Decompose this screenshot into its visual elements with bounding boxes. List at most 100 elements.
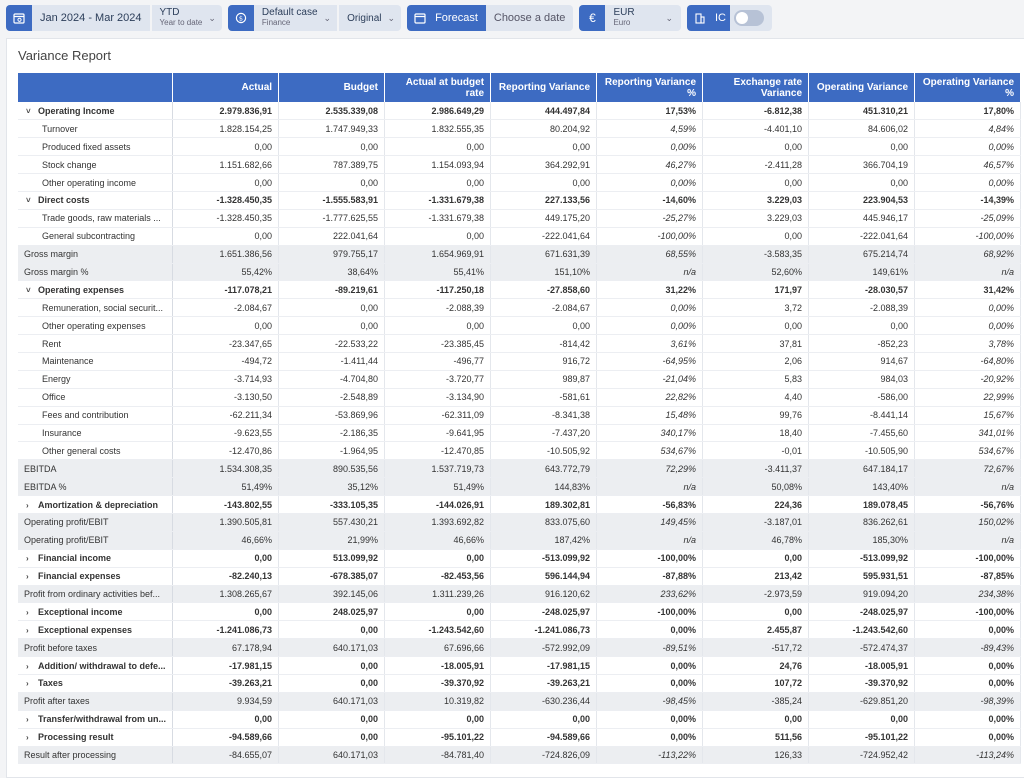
table-cell: 0,00	[172, 602, 280, 622]
chevron-right-icon[interactable]: ›	[26, 607, 29, 617]
table-cell: -87,88%	[596, 567, 704, 586]
row-label[interactable]: › Taxes	[18, 674, 174, 693]
row-label[interactable]: › Financial income	[18, 549, 174, 568]
case-dropdown[interactable]: Default case Finance ⌄	[254, 5, 337, 31]
table-cell: -62.311,09	[384, 406, 492, 425]
row-label[interactable]: › Amortization & depreciation	[18, 495, 174, 514]
table-cell: -12.470,85	[384, 441, 492, 461]
table-cell: 3,78%	[914, 334, 1022, 353]
column-header[interactable]: Reporting Variance %	[596, 73, 704, 102]
table-row: Energy -3.714,93 -4.704,80 -3.720,77 989,87-…	[18, 370, 1022, 389]
ic-toggle[interactable]	[733, 10, 764, 26]
period-selector[interactable]: Jan 2024 - Mar 2024 YTD Year to date ⌄	[6, 5, 222, 31]
column-header[interactable]: Exchange rate Variance	[702, 73, 810, 102]
forecast-selector[interactable]: Forecast Choose a date	[407, 5, 574, 31]
table-cell: -724.826,09	[490, 746, 598, 765]
table-cell: -39.263,21	[172, 674, 280, 693]
table-cell: 17,53%	[596, 102, 704, 121]
table-cell: 534,67%	[914, 441, 1022, 461]
table-cell: 50,08%	[702, 477, 810, 497]
table-cell: 46,57%	[914, 155, 1022, 175]
column-header[interactable]: Budget	[278, 73, 386, 102]
variance-table: Actual Budget Actual at budget rate Reporti…	[18, 73, 1022, 765]
chevron-down-icon[interactable]: ˅	[26, 106, 31, 116]
chevron-right-icon[interactable]: ›	[26, 733, 29, 743]
table-cell: 647.184,17	[808, 459, 916, 479]
table-row: Fees and contribution -62.211,34 -53.869,9…	[18, 406, 1022, 425]
row-label[interactable]: ˅ Direct costs	[18, 191, 174, 210]
chevron-down-icon[interactable]: ˅	[26, 285, 31, 295]
table-cell: n/a	[914, 531, 1022, 550]
row-label[interactable]: › Exceptional income	[18, 602, 174, 622]
table-row: Produced fixed assets 0,00 0,00 0,00 0,00 0,0…	[18, 137, 1022, 157]
table-cell: -89,51%	[596, 638, 704, 658]
table-cell: 24,76	[702, 656, 810, 675]
table-cell: -64,95%	[596, 352, 704, 371]
table-cell: -56,83%	[596, 495, 704, 514]
case-label: Default case	[261, 7, 318, 18]
calendar-icon	[407, 5, 434, 31]
table-cell: 0,00%	[596, 173, 704, 192]
column-header[interactable]: Actual at budget rate	[384, 73, 492, 102]
table-row: ˅ Operating Income 2.979.836,91 2.535.339,0…	[18, 102, 1022, 121]
table-cell: 143,40%	[808, 477, 916, 497]
row-label[interactable]: ˅ Operating expenses	[18, 280, 174, 300]
table-cell: 0,00%	[914, 298, 1022, 318]
chevron-down-icon[interactable]: ˅	[26, 196, 31, 206]
table-cell: -1.777.625,55	[278, 209, 386, 228]
row-label-text: Exceptional income	[38, 606, 123, 617]
table-cell: 1.534.308,35	[172, 459, 280, 479]
variance-report-panel: Variance Report Actual Budget Actual at bu…	[6, 38, 1024, 778]
chevron-right-icon[interactable]: ›	[26, 625, 29, 635]
table-cell: 51,49%	[384, 477, 492, 497]
currency-sublabel: Euro	[613, 18, 631, 27]
chevron-right-icon[interactable]: ›	[26, 661, 29, 671]
table-cell: -84.655,07	[172, 746, 280, 765]
row-label-text: Office	[42, 392, 66, 403]
table-cell: -39.370,92	[808, 674, 916, 693]
chevron-right-icon[interactable]: ›	[26, 715, 29, 725]
chevron-right-icon[interactable]: ›	[26, 554, 29, 564]
column-header[interactable]: Operating Variance	[808, 73, 916, 102]
version-dropdown[interactable]: Original ⌄	[337, 5, 401, 31]
table-cell: 916.120,62	[490, 585, 598, 604]
choose-date-button[interactable]: Choose a date	[493, 12, 566, 24]
row-label[interactable]: ˅ Operating Income	[18, 102, 174, 121]
row-label-text: Operating profit/EBIT	[24, 517, 109, 528]
column-header[interactable]: Reporting Variance	[490, 73, 598, 102]
table-cell: 0,00	[702, 227, 810, 246]
table-cell: -28.030,57	[808, 280, 916, 300]
table-row: Operating profit/EBIT 46,66% 21,99% 46,66% 1…	[18, 531, 1022, 550]
row-label-text: Trade goods, raw materials ...	[42, 213, 161, 224]
row-label[interactable]: › Exceptional expenses	[18, 620, 174, 640]
table-cell: 51,49%	[172, 477, 280, 497]
case-selector[interactable]: $ Default case Finance ⌄ Original ⌄	[227, 5, 402, 31]
row-label[interactable]: › Financial expenses	[18, 567, 174, 586]
table-cell: 916,72	[490, 352, 598, 371]
column-header[interactable]: Actual	[172, 73, 280, 102]
column-header[interactable]: Operating Variance %	[914, 73, 1022, 102]
table-row: EBITDA % 51,49% 35,12% 51,49% 144,83% n/a 50,0…	[18, 477, 1022, 497]
coin-icon: $	[227, 5, 254, 31]
chevron-right-icon[interactable]: ›	[26, 679, 29, 689]
chevron-right-icon[interactable]: ›	[26, 572, 29, 582]
ytd-dropdown[interactable]: YTD Year to date ⌄	[149, 5, 222, 31]
row-label[interactable]: › Transfer/withdrawal from un...	[18, 710, 174, 729]
row-label-text: Rent	[42, 338, 62, 349]
column-header[interactable]	[18, 73, 174, 102]
table-cell: 72,29%	[596, 459, 704, 479]
row-label[interactable]: › Addition/ withdrawal to defe...	[18, 656, 174, 675]
table-cell: 22,82%	[596, 388, 704, 407]
table-cell: -7.455,60	[808, 424, 916, 443]
row-label-text: Other operating expenses	[42, 320, 146, 331]
table-cell: -84.781,40	[384, 746, 492, 765]
table-row: Other general costs -12.470,86 -1.964,95 -1…	[18, 441, 1022, 461]
row-label-text: Energy	[42, 374, 71, 385]
row-label[interactable]: › Processing result	[18, 728, 174, 747]
forecast-label[interactable]: Forecast	[433, 5, 486, 31]
currency-dropdown[interactable]: EUR Euro ⌄	[605, 5, 681, 31]
currency-selector[interactable]: € EUR Euro ⌄	[579, 5, 681, 31]
table-cell: -94.589,66	[172, 728, 280, 747]
table-cell: 0,00	[172, 316, 280, 336]
chevron-right-icon[interactable]: ›	[26, 500, 29, 510]
